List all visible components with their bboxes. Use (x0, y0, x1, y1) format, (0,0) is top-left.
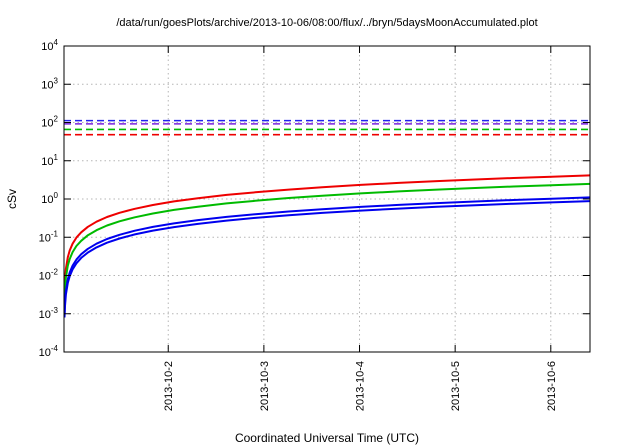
y-axis-label: cSv (5, 188, 20, 210)
y-tick-label: 101 (41, 153, 58, 168)
y-tick-label: 10-2 (39, 268, 59, 283)
y-tick-label: 100 (41, 191, 58, 206)
x-tick-label: 2013-10-5 (450, 361, 462, 411)
plot-title: /data/run/goesPlots/archive/2013-10-06/0… (116, 17, 538, 29)
x-tick-label: 2013-10-6 (546, 361, 558, 411)
axis-frame (63, 45, 591, 353)
accumulated-dose-red (63, 174, 591, 292)
accumulated-dose-blue-upper (63, 196, 591, 314)
y-tick-label: 10-3 (39, 306, 59, 321)
y-tick-label: 103 (41, 76, 58, 91)
x-axis-label: Coordinated Universal Time (UTC) (234, 431, 420, 445)
y-tick-label: 10-4 (39, 344, 59, 359)
x-tick-label: 2013-10-4 (355, 361, 367, 411)
accumulated-dose-green (63, 182, 591, 300)
x-tick-label: 2013-10-3 (259, 361, 271, 411)
y-tick-label: 104 (41, 38, 58, 53)
x-tick-label: 2013-10-2 (163, 361, 175, 411)
accumulated-dose-blue-lower (63, 200, 591, 318)
y-tick-label: 10-1 (39, 229, 59, 244)
y-tick-label: 102 (41, 115, 58, 130)
